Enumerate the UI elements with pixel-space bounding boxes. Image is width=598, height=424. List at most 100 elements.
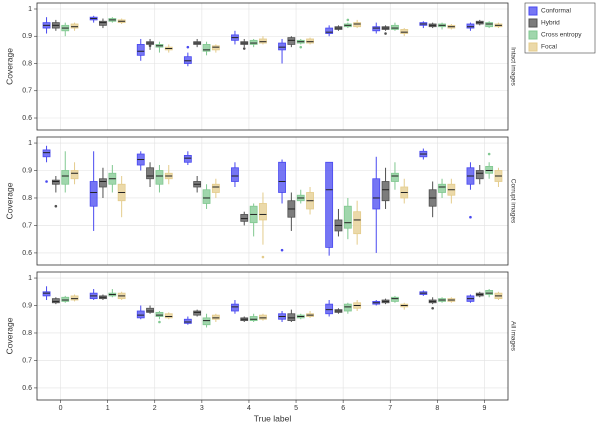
x-tick-label: 2 — [153, 405, 157, 412]
box — [42, 149, 51, 158]
panel-strip-label: All images — [509, 321, 516, 352]
box — [99, 20, 107, 26]
outlier — [45, 180, 48, 183]
box — [475, 170, 484, 180]
box — [325, 161, 334, 248]
box — [164, 313, 173, 319]
y-tick-label: 0.8 — [22, 195, 32, 202]
legend-swatch — [528, 6, 538, 16]
panel-border — [36, 271, 509, 401]
box — [278, 42, 286, 51]
box — [146, 167, 154, 180]
y-tick-label: 0.7 — [22, 222, 32, 229]
legend-label: Hybrid — [541, 20, 560, 27]
legend-label: Cross entropy — [541, 32, 582, 39]
y-axis-label: Coverage — [4, 182, 14, 219]
box — [259, 314, 267, 320]
box — [259, 203, 267, 221]
box — [70, 23, 79, 29]
box — [183, 318, 192, 324]
box — [306, 38, 314, 44]
box — [391, 172, 399, 182]
box — [249, 39, 258, 45]
outlier — [431, 306, 434, 310]
box — [202, 317, 211, 326]
x-tick-label: 6 — [341, 405, 345, 412]
box — [259, 38, 267, 44]
box — [287, 37, 296, 45]
box — [211, 45, 220, 51]
box — [325, 27, 334, 34]
legend-label: Focal — [541, 44, 557, 51]
box — [343, 303, 352, 312]
box — [485, 290, 494, 295]
x-tick-label: 8 — [435, 405, 439, 412]
box — [278, 161, 286, 193]
box — [183, 155, 192, 163]
outlier — [54, 204, 58, 208]
outlier — [346, 18, 350, 22]
box — [372, 26, 381, 32]
x-axis-label: True label — [254, 413, 292, 423]
panel-border — [36, 136, 509, 266]
box — [381, 181, 390, 202]
box — [89, 181, 98, 207]
x-tick-label: 3 — [200, 405, 204, 412]
y-tick-label: 0.6 — [22, 115, 32, 122]
box — [202, 189, 211, 204]
box — [136, 310, 145, 319]
legend-swatch — [528, 18, 538, 28]
y-tick-label: 1 — [28, 140, 32, 147]
outlier — [242, 47, 246, 50]
y-tick-label: 0.9 — [22, 33, 32, 40]
y-tick-label: 0.7 — [22, 357, 32, 364]
box — [485, 165, 494, 174]
y-tick-label: 0.8 — [22, 330, 32, 337]
box — [70, 170, 79, 180]
legend-swatch — [528, 30, 538, 40]
box — [287, 313, 296, 322]
box — [438, 183, 446, 193]
x-tick-label: 9 — [482, 405, 486, 412]
box — [183, 56, 192, 64]
box — [155, 170, 164, 185]
legend: Conformal Hybrid Cross entropy Focal — [524, 2, 596, 54]
outlier — [299, 45, 303, 49]
box — [249, 316, 258, 322]
outlier — [384, 32, 387, 35]
box — [240, 214, 249, 222]
panel-strip-label: Corrupt images — [509, 179, 516, 224]
y-tick-label: 0.9 — [22, 302, 32, 309]
box — [211, 314, 220, 320]
x-tick-label: 7 — [388, 405, 392, 412]
outlier — [487, 152, 491, 156]
outlier — [158, 320, 161, 324]
box — [193, 310, 202, 316]
legend-label: Conformal — [541, 8, 572, 15]
box — [99, 178, 107, 188]
y-axis-label: Coverage — [4, 317, 14, 354]
box — [391, 296, 399, 302]
panel-strip-label: Intact images — [509, 47, 516, 86]
box — [61, 170, 70, 185]
box — [231, 303, 239, 312]
box — [202, 44, 211, 52]
outlier — [186, 45, 190, 49]
box — [155, 311, 164, 317]
box — [325, 303, 334, 315]
box — [372, 178, 381, 210]
x-tick-label: 0 — [59, 405, 63, 412]
box — [343, 205, 352, 229]
y-tick-label: 0.6 — [22, 385, 32, 392]
box — [51, 179, 60, 185]
box — [70, 295, 79, 301]
outlier — [280, 248, 284, 252]
box — [136, 44, 145, 56]
outlier — [261, 255, 265, 259]
box — [61, 296, 70, 302]
box — [353, 211, 362, 235]
y-tick-label: 1 — [28, 6, 32, 13]
x-tick-label: 5 — [294, 405, 298, 412]
outlier — [469, 215, 472, 219]
